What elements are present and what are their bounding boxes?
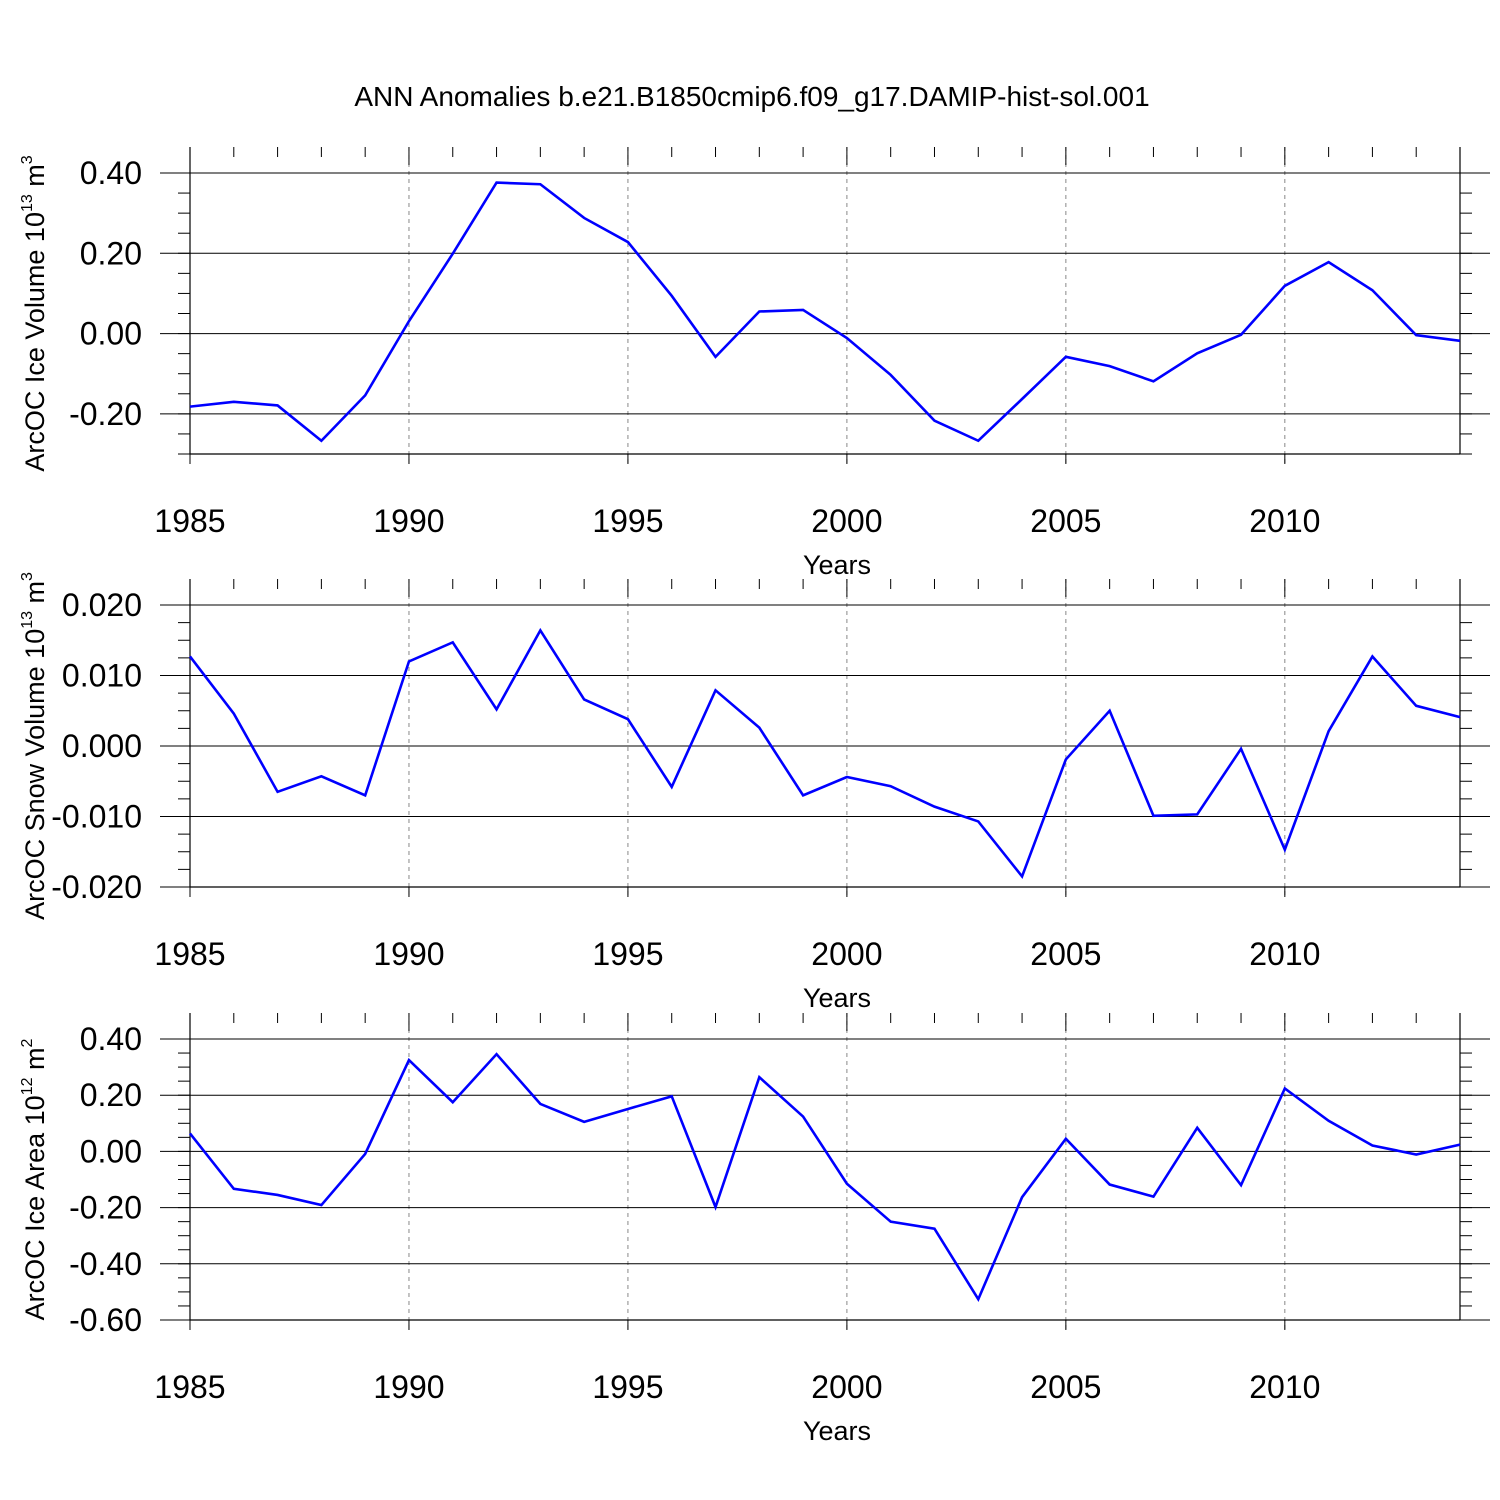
x-tick-label-2010: 2010 bbox=[1249, 1369, 1320, 1405]
x-tick-label-2005: 2005 bbox=[1030, 936, 1101, 972]
y-tick-label-0.2: 0.20 bbox=[80, 1077, 142, 1113]
y-tick-label-0.4: 0.40 bbox=[80, 1021, 142, 1057]
y-tick-label-0.2: 0.20 bbox=[80, 235, 142, 271]
x-tick-label-1995: 1995 bbox=[592, 936, 663, 972]
x-tick-label-1985: 1985 bbox=[154, 503, 225, 539]
y-tick-label--0.2: -0.20 bbox=[69, 396, 142, 432]
y-axis-label-unit: m bbox=[20, 164, 50, 194]
x-tick-label-2000: 2000 bbox=[811, 936, 882, 972]
x-tick-label-1990: 1990 bbox=[373, 936, 444, 972]
x-tick-label-2010: 2010 bbox=[1249, 936, 1320, 972]
y-tick-label-0.01: 0.010 bbox=[62, 658, 142, 694]
figure-title: ANN Anomalies b.e21.B1850cmip6.f09_g17.D… bbox=[354, 81, 1149, 112]
y-axis-label-main: ArcOC Ice Volume 10 bbox=[20, 212, 50, 472]
y-tick-label-0: 0.00 bbox=[80, 1133, 142, 1169]
y-axis-label-unit: m bbox=[20, 581, 50, 611]
x-axis-label: Years bbox=[803, 550, 871, 580]
y-tick-label--0.01: -0.010 bbox=[51, 799, 142, 835]
y-axis-label-exponent: 13 bbox=[19, 194, 36, 212]
y-axis-label-main: ArcOC Snow Volume 10 bbox=[20, 629, 50, 920]
y-axis-label: ArcOC Ice Area 1012 m2 bbox=[19, 1039, 50, 1321]
x-tick-label-1985: 1985 bbox=[154, 1369, 225, 1405]
x-tick-label-2005: 2005 bbox=[1030, 1369, 1101, 1405]
chart-panel-2: -0.020 -0.010 0.000 0.010 0.020 1985 1990 1995 2… bbox=[19, 572, 1490, 1013]
x-axis-label: Years bbox=[803, 1416, 871, 1446]
series-line-1 bbox=[188, 1052, 1461, 1303]
y-tick-label-0.02: 0.020 bbox=[62, 587, 142, 623]
series-line-1 bbox=[189, 181, 1461, 443]
y-axis-label: ArcOC Snow Volume 1013 m3 bbox=[19, 572, 50, 920]
x-tick-label-2005: 2005 bbox=[1030, 503, 1101, 539]
x-tick-label-1995: 1995 bbox=[592, 1369, 663, 1405]
y-axis-label-exponent: 13 bbox=[19, 611, 36, 629]
panels: -0.20 0.00 0.20 0.40 1985 1990 1995 2000 2005 201… bbox=[19, 147, 1490, 1446]
chart-panel-1: -0.20 0.00 0.20 0.40 1985 1990 1995 2000 2005 201… bbox=[19, 147, 1490, 580]
y-axis-label-unit-exponent: 3 bbox=[19, 155, 36, 164]
x-tick-label-1985: 1985 bbox=[154, 936, 225, 972]
chart-panel-3: -0.60 -0.40 -0.20 0.00 0.20 0.40 1985 1990 1995 2… bbox=[19, 1013, 1490, 1446]
y-axis-label-exponent: 12 bbox=[19, 1077, 36, 1095]
y-tick-label--0.2: -0.20 bbox=[69, 1190, 142, 1226]
series-line-1 bbox=[188, 627, 1461, 880]
y-tick-label-0.4: 0.40 bbox=[80, 155, 142, 191]
x-tick-label-1990: 1990 bbox=[373, 1369, 444, 1405]
y-axis-label: ArcOC Ice Volume 1013 m3 bbox=[19, 155, 50, 471]
x-tick-label-2010: 2010 bbox=[1249, 503, 1320, 539]
y-tick-label-0: 0.000 bbox=[62, 728, 142, 764]
y-axis-label-unit-exponent: 2 bbox=[19, 1039, 36, 1048]
y-tick-label--0.02: -0.020 bbox=[51, 869, 142, 905]
x-tick-label-1995: 1995 bbox=[592, 503, 663, 539]
x-axis-label: Years bbox=[803, 983, 871, 1013]
x-tick-label-2000: 2000 bbox=[811, 1369, 882, 1405]
y-axis-label-unit: m bbox=[20, 1048, 50, 1078]
y-tick-label--0.6: -0.60 bbox=[69, 1302, 142, 1338]
y-axis-label-main: ArcOC Ice Area 10 bbox=[20, 1095, 50, 1320]
y-tick-label--0.4: -0.40 bbox=[69, 1246, 142, 1282]
y-tick-label-0: 0.00 bbox=[80, 316, 142, 352]
x-tick-label-2000: 2000 bbox=[811, 503, 882, 539]
y-axis-label-unit-exponent: 3 bbox=[19, 572, 36, 581]
x-tick-label-1990: 1990 bbox=[373, 503, 444, 539]
